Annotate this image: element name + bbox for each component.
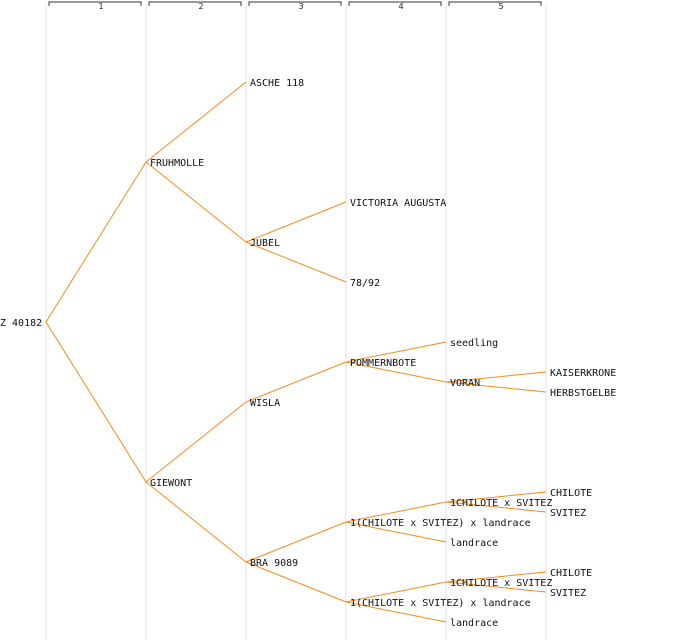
pedigree-node-label: Z 40182 [0,318,42,329]
pedigree-edge [345,341,447,363]
pedigree-node-label: 1CHILOTE x SVITEZ [450,578,552,589]
pedigree-node-label: landrace [450,538,498,549]
pedigree-node-label: VORAN [450,378,480,389]
pedigree-node-label: POMMERNBOTE [350,358,416,369]
pedigree-edges [45,81,547,623]
generation-number: 1 [98,2,103,11]
generation-bracket [348,1,442,6]
pedigree-node-label: seedling [450,338,498,349]
pedigree-node-label: 1CHILOTE x SVITEZ [450,498,552,509]
generation-columns: 1 2 3 4 5 [45,1,547,640]
pedigree-node-label: ASCHE 118 [250,78,304,89]
pedigree-edge [245,521,347,563]
pedigree-edge [345,581,447,603]
pedigree-edge [145,401,247,483]
pedigree-node-label: JUBEL [250,238,280,249]
pedigree-node-label: 78/92 [350,278,380,289]
pedigree-node-label: SVITEZ [550,588,586,599]
pedigree-node-label: SVITEZ [550,508,586,519]
pedigree-edge [145,161,247,243]
generation-number: 4 [398,2,403,11]
pedigree-edge [345,501,447,523]
pedigree-node-label: CHILOTE [550,488,592,499]
generation-number: 2 [198,2,203,11]
pedigree-node-label: 1(CHILOTE x SVITEZ) x landrace [350,518,531,529]
generation-bracket [248,1,342,6]
pedigree-edge [445,381,547,393]
pedigree-node-label: 1(CHILOTE x SVITEZ) x landrace [350,598,531,609]
pedigree-node-label: WISLA [250,398,280,409]
pedigree-edge [445,571,547,583]
pedigree-node-label: landrace [450,618,498,629]
pedigree-edge [245,201,347,243]
pedigree-edge [345,361,447,383]
pedigree-edge [445,491,547,503]
pedigree-edge [145,81,247,163]
pedigree-edge [145,481,247,563]
generation-number: 3 [298,2,303,11]
pedigree-node-label: CHILOTE [550,568,592,579]
generation-number: 5 [498,2,503,11]
generation-bracket [48,1,142,6]
pedigree-node-label: FRUHMOLLE [150,158,204,169]
pedigree-edge [45,321,147,483]
pedigree-node-label: VICTORIA AUGUSTA [350,198,446,209]
pedigree-edge [245,241,347,283]
pedigree-node-label: GIEWONT [150,478,192,489]
pedigree-edge [45,161,147,323]
pedigree-node-label: HERBSTGELBE [550,388,616,399]
generation-bracket [148,1,242,6]
pedigree-edge [445,371,547,383]
pedigree-labels: ASCHE 118 VICTORIA AUGUSTA 78/92 JUBEL FRUHM… [0,78,616,629]
pedigree-edge [445,581,547,593]
pedigree-node-label: BRA 9089 [250,558,298,569]
generation-bracket [448,1,542,6]
pedigree-edge [345,601,447,623]
pedigree-edge [245,561,347,603]
pedigree-edge [445,501,547,513]
pedigree-edge [245,361,347,403]
pedigree-edge [345,521,447,543]
pedigree-node-label: KAISERKRONE [550,368,616,379]
